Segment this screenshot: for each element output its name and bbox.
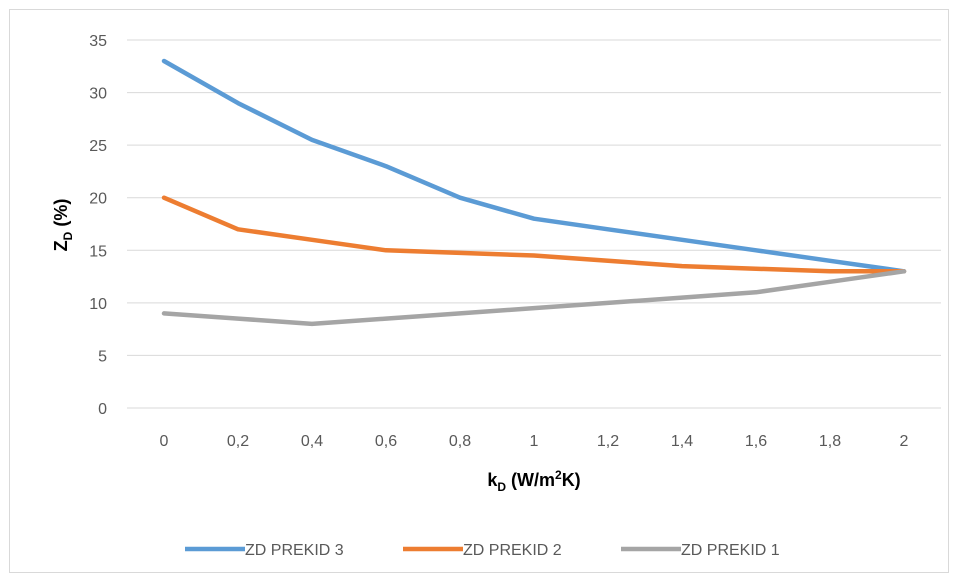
y-axis-ticks: 0 5 10 15 20 25 30 35 bbox=[89, 33, 107, 418]
y-tick-label: 30 bbox=[89, 86, 107, 103]
legend: ZD PREKID 3 ZD PREKID 2 ZD PREKID 1 bbox=[185, 542, 780, 559]
legend-label: ZD PREKID 3 bbox=[245, 542, 344, 559]
x-axis-title: kD (W/m2K) bbox=[487, 468, 580, 494]
legend-label: ZD PREKID 1 bbox=[681, 542, 780, 559]
x-tick-label: 0,4 bbox=[301, 433, 323, 450]
series-lines bbox=[161, 58, 907, 327]
y-tick-label: 25 bbox=[89, 138, 107, 155]
legend-label: ZD PREKID 2 bbox=[463, 542, 562, 559]
x-tick-label: 0 bbox=[160, 433, 169, 450]
series-line-2 bbox=[161, 195, 907, 274]
y-tick-label: 15 bbox=[89, 243, 107, 260]
x-tick-label: 2 bbox=[900, 433, 909, 450]
x-tick-label: 0,2 bbox=[227, 433, 249, 450]
y-tick-label: 20 bbox=[89, 191, 107, 208]
series-line-1 bbox=[161, 58, 907, 274]
x-tick-label: 1,6 bbox=[745, 433, 767, 450]
gridlines bbox=[127, 39, 941, 409]
x-tick-label: 1,8 bbox=[819, 433, 841, 450]
y-tick-label: 10 bbox=[89, 296, 107, 313]
y-axis-title: ZD (%) bbox=[51, 199, 75, 252]
y-tick-label: 0 bbox=[98, 401, 107, 418]
series-line-3 bbox=[161, 269, 907, 327]
chart-area bbox=[9, 9, 949, 573]
x-tick-label: 0,8 bbox=[449, 433, 471, 450]
x-tick-label: 1,4 bbox=[671, 433, 693, 450]
y-tick-label: 5 bbox=[98, 348, 107, 365]
x-tick-label: 1,2 bbox=[597, 433, 619, 450]
x-tick-label: 0,6 bbox=[375, 433, 397, 450]
y-tick-label: 35 bbox=[89, 33, 107, 50]
x-tick-label: 1 bbox=[530, 433, 539, 450]
x-axis-ticks: 0 0,2 0,4 0,6 0,8 1 1,2 1,4 1,6 1,8 2 bbox=[160, 433, 909, 450]
